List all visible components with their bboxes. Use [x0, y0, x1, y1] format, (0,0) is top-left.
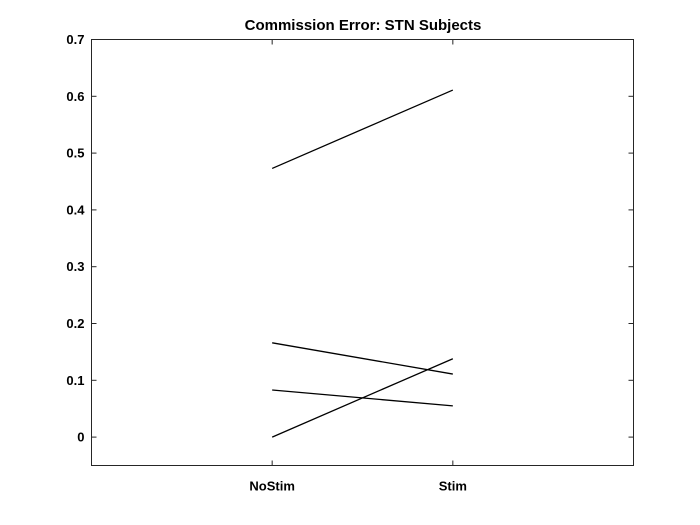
y-tick-labels: 0 0.1 0.2 0.3 0.4 0.5 0.6 0.7 — [66, 32, 85, 445]
y-tick-label: 0.4 — [66, 202, 85, 217]
y-tick-label: 0.2 — [66, 316, 84, 331]
y-tick-label: 0.5 — [66, 146, 84, 161]
y-tick-label: 0 — [77, 430, 84, 445]
y-tick-label: 0.7 — [66, 32, 84, 47]
chart-title: Commission Error: STN Subjects — [245, 17, 482, 34]
plot-area-frame — [91, 39, 634, 466]
y-tick-label: 0.3 — [66, 259, 84, 274]
y-tick-label: 0.6 — [66, 89, 84, 104]
subject-line-4 — [271, 358, 454, 438]
subject-line-1 — [271, 89, 454, 170]
x-tick-label: NoStim — [249, 479, 295, 494]
axis-ticks — [91, 39, 634, 466]
subject-line-2 — [272, 342, 453, 375]
x-tick-label: Stim — [439, 479, 467, 494]
y-tick-label: 0.1 — [66, 373, 84, 388]
series-lines — [271, 89, 454, 438]
x-tick-labels: NoStim Stim — [249, 479, 467, 494]
